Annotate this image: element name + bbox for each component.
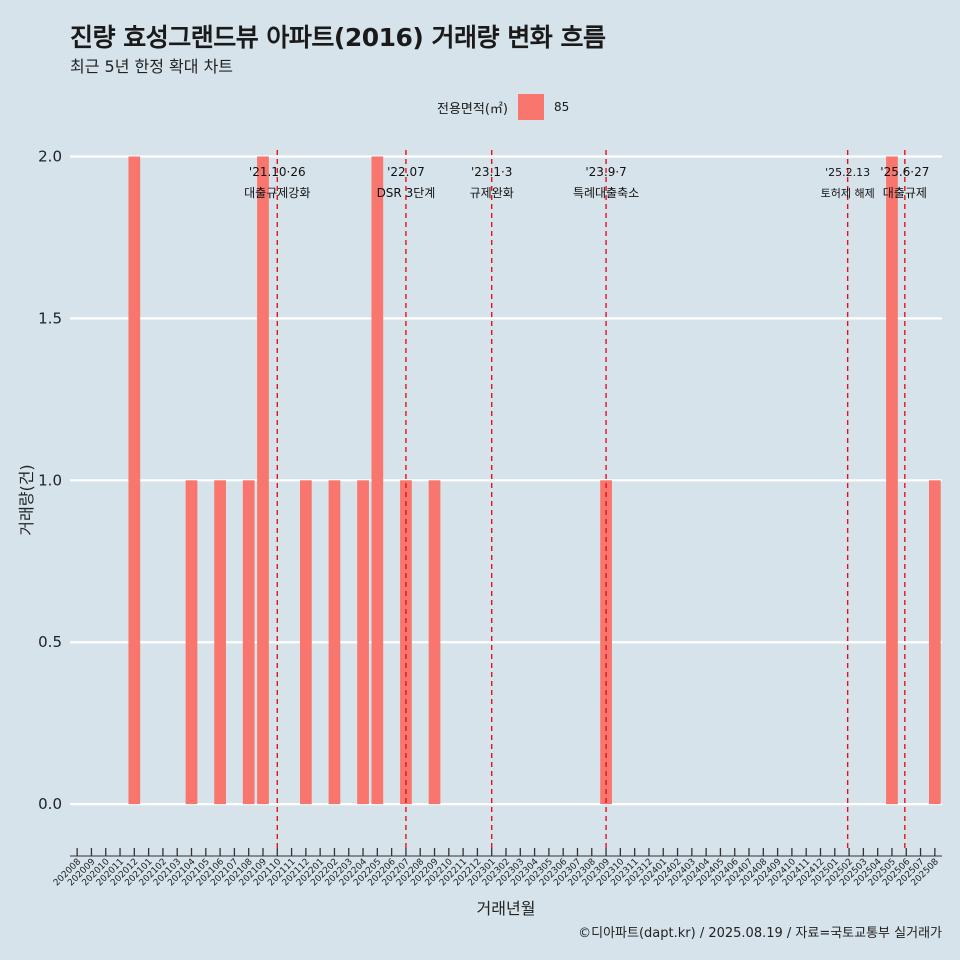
bar [357,480,369,805]
bar [886,156,898,805]
event-name-label: 토허제 해제 [821,186,875,200]
y-tick-label: 0.5 [38,633,62,651]
event-name-label: 규제완화 [470,186,514,200]
legend-label: 85 [553,100,570,114]
event-date-label: '22.07 [387,165,425,179]
event-name-label: 대출규제강화 [244,186,310,200]
bar [600,480,612,805]
legend-title: 전용면적(㎡) [437,101,508,117]
bar [328,480,341,805]
event-date-label: '21.10·26 [249,165,306,179]
y-tick-label: 0.0 [38,795,62,813]
bar [257,156,269,805]
bar [185,480,198,805]
y-axis-title: 거래량(건) [17,464,36,535]
event-date-label: '25.2.13 [825,166,870,179]
bar [214,480,226,805]
x-axis-title: 거래년월 [477,899,536,918]
legend-key [517,94,544,120]
bar [928,480,941,805]
source-caption: ©디아파트(dapt.kr) / 2025.08.19 / 자료=국토교통부 실… [578,926,942,941]
event-date-label: '25.6·27 [880,165,929,179]
event-date-label: '23.1·3 [471,165,512,179]
y-tick-label: 1.0 [38,471,62,489]
y-tick-label: 2.0 [38,147,62,165]
chart-subtitle: 최근 5년 한정 확대 차트 [70,57,234,76]
bar [371,156,384,805]
bar [300,480,312,805]
event-name-label: 대출규제 [883,186,927,200]
chart-title: 진량 효성그랜드뷰 아파트(2016) 거래량 변화 흐름 [70,23,606,52]
bar [400,480,412,805]
legend: 전용면적(㎡) 85 [437,93,569,121]
event-date-label: '23.9·7 [585,165,626,179]
event-name-label: 특례대출축소 [573,186,639,200]
bar [428,480,441,805]
bar [242,480,255,805]
bar [128,156,141,805]
y-tick-label: 1.5 [38,309,62,327]
event-name-label: DSR 3단계 [377,186,436,200]
